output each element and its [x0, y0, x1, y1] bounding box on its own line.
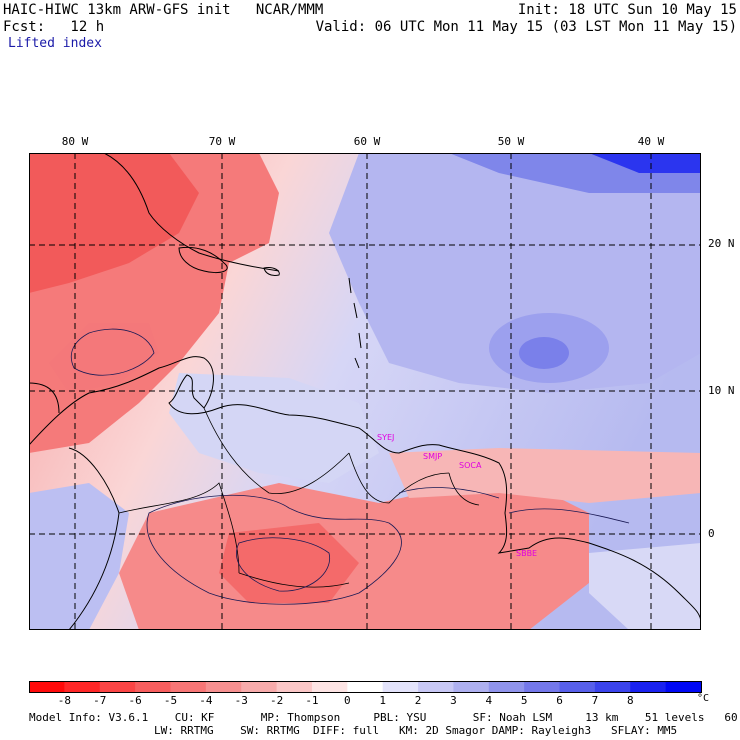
colorbar-cell — [64, 681, 101, 693]
station-smjp: SMJP — [423, 452, 442, 461]
colorbar-cell — [382, 681, 419, 693]
colorbar-tick-label: -8 — [57, 694, 71, 707]
model-info-line1: Model Info: V3.6.1 CU: KF MP: Thompson P… — [29, 711, 740, 724]
positive-li-center — [519, 337, 569, 369]
stable-region-pacific — [29, 483, 129, 630]
model-title: HAIC-HIWC 13km ARW-GFS init NCAR/MMM — [3, 2, 324, 18]
colorbar-tick-label: -7 — [93, 694, 107, 707]
colorbar-cell — [453, 681, 490, 693]
colorbar-tick-label: 5 — [520, 694, 528, 707]
colorbar-cell — [311, 681, 348, 693]
colorbar-cell — [135, 681, 171, 693]
colorbar — [29, 681, 702, 693]
lat-lon-grid — [29, 153, 701, 630]
negative-li-region-amazon — [119, 483, 589, 630]
colorbar-cell — [594, 681, 631, 693]
forecast-hour: Fcst: 12 h — [3, 19, 105, 35]
colorbar-cell — [29, 681, 65, 693]
colorbar-tick-label: -5 — [163, 694, 178, 707]
station-syej: SYEJ — [377, 433, 394, 442]
colorbar-cell — [665, 681, 702, 693]
colorbar-cell — [524, 681, 561, 693]
colorbar-tick-label: 1 — [379, 694, 386, 707]
strong-negative-li-region — [29, 153, 199, 293]
station-soca: SOCA — [459, 461, 482, 470]
lon-label-70w: 70 W — [208, 135, 236, 148]
negative-li-band-guianas — [389, 448, 701, 503]
strong-positive-li-band — [589, 153, 701, 173]
colorbar-tick-label: -1 — [305, 694, 319, 707]
field-name: Lifted index — [8, 36, 102, 51]
colorbar-tick-label: -3 — [234, 694, 248, 707]
lat-label-10n: 10 N — [708, 384, 735, 397]
colorbar-unit: °C — [697, 693, 710, 704]
colorbar-tick-label: -6 — [128, 694, 142, 707]
lon-label-60w: 60 W — [353, 135, 381, 148]
colorbar-tick-label: 6 — [556, 694, 563, 707]
colorbar-cell — [347, 681, 384, 693]
colorbar-tick-label: 4 — [485, 694, 493, 707]
model-info-line2: LW: RRTMG SW: RRTMG DIFF: full KM: 2D Sm… — [154, 724, 678, 737]
lon-label-50w: 50 W — [497, 135, 525, 148]
colorbar-tick-label: 0 — [344, 694, 351, 707]
colorbar-tick-label: 7 — [591, 694, 599, 707]
borders — [118, 407, 480, 588]
map-frame — [29, 153, 701, 630]
negative-li-core-amazon — [219, 523, 359, 603]
lat-label-20n: 20 N — [708, 237, 735, 250]
lon-label-80w: 80 W — [61, 135, 89, 148]
colorbar-cell — [205, 681, 242, 693]
lat-label-0: 0 — [708, 527, 715, 540]
colorbar-cell — [276, 681, 313, 693]
colorbar-tick-label: 8 — [626, 694, 634, 707]
stable-region-south-atlantic — [589, 543, 701, 630]
colorbar-cell — [418, 681, 454, 693]
colorbar-cell — [170, 681, 207, 693]
station-sbbe: SBBE — [516, 549, 537, 558]
colorbar-cell — [99, 681, 136, 693]
coastlines — [29, 153, 701, 630]
valid-time: Valid: 06 UTC Mon 11 May 15 (03 LST Mon … — [315, 19, 737, 35]
colorbar-tick-label: 3 — [450, 694, 457, 707]
colorbar-cell — [241, 681, 278, 693]
li-contours — [70, 328, 630, 605]
colorbar-tick-label: -4 — [199, 694, 213, 707]
colorbar-cell — [559, 681, 596, 693]
colorbar-tick-label: 2 — [414, 694, 422, 707]
init-time: Init: 18 UTC Sun 10 May 15 — [517, 2, 737, 18]
colorbar-tick-label: -2 — [269, 694, 284, 707]
positive-li-region-atlantic — [329, 153, 701, 393]
lifted-index-map: SYEJ SMJP SOCA SBBE — [29, 153, 701, 630]
negative-li-patch — [49, 323, 159, 393]
colorbar-cell — [488, 681, 525, 693]
colorbar-cell — [630, 681, 667, 693]
lon-label-40w: 40 W — [637, 135, 665, 148]
